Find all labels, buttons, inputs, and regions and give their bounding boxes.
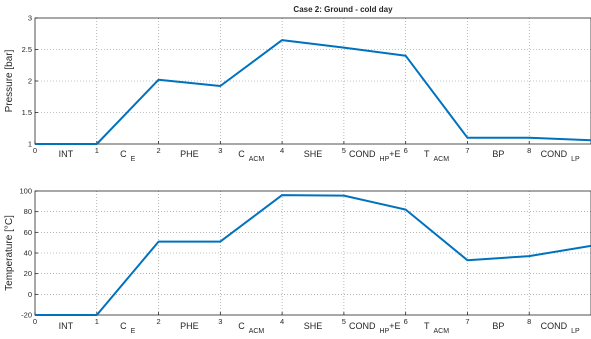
temperature-stage-label: INT	[59, 321, 74, 331]
pressure-stage-label: BP	[492, 149, 504, 159]
temperature-y-tick-label: -20	[21, 311, 32, 320]
temperature-stage-label: CE	[120, 321, 135, 335]
temperature-stage-label: BP	[492, 321, 504, 331]
pressure-y-tick-label: 3	[28, 14, 32, 23]
pressure-axes-frame	[34, 17, 591, 145]
temperature-axes-frame	[34, 190, 591, 316]
temperature-y-axis-label: Temperature [°C]	[4, 215, 15, 291]
pressure-x-tick-label: 1	[95, 146, 99, 155]
pressure-x-tick-label: 8	[527, 146, 531, 155]
pressure-stage-label: CONDHP+E	[349, 149, 401, 163]
pressure-stage-label: INT	[59, 149, 74, 159]
pressure-stage-label: TACM	[424, 149, 449, 163]
pressure-y-axis-label: Pressure [bar]	[4, 49, 15, 112]
pressure-y-tick-label: 2	[28, 77, 32, 86]
temperature-y-tick-label: 100	[19, 187, 32, 196]
pressure-x-tick-label: 7	[465, 146, 469, 155]
pressure-stage-label: PHE	[180, 149, 199, 159]
temperature-x-tick-label: 6	[404, 317, 408, 326]
temperature-y-tick-label: 20	[24, 269, 32, 278]
pressure-x-tick-label: 0	[33, 146, 37, 155]
temperature-x-tick-label: 0	[33, 317, 37, 326]
pressure-stage-label: CACM	[238, 149, 264, 163]
pressure-stage-label: SHE	[304, 149, 323, 159]
temperature-stage-label: TACM	[424, 321, 449, 335]
pressure-x-tick-label: 4	[280, 146, 284, 155]
temperature-y-tick-label: 0	[28, 290, 32, 299]
pressure-chart-title: Case 2: Ground - cold day	[293, 5, 393, 14]
temperature-y-tick-label: 40	[24, 249, 32, 258]
temperature-stage-label: CONDLP	[541, 321, 580, 335]
temperature-y-tick-label: 80	[24, 207, 32, 216]
temperature-x-tick-label: 1	[95, 317, 99, 326]
temperature-stage-label: CACM	[238, 321, 264, 335]
pressure-x-tick-label: 5	[342, 146, 346, 155]
temperature-x-tick-label: 4	[280, 317, 284, 326]
pressure-y-tick-label: 2.5	[22, 45, 32, 54]
temperature-y-tick-label: 60	[24, 228, 32, 237]
pressure-x-tick-label: 3	[218, 146, 222, 155]
pressure-x-tick-label: 6	[404, 146, 408, 155]
temperature-x-tick-label: 7	[465, 317, 469, 326]
pressure-x-tick-label: 2	[156, 146, 160, 155]
temperature-series-line	[35, 194, 591, 316]
pressure-stage-label: CE	[120, 149, 135, 163]
pressure-series-line	[35, 39, 591, 145]
pressure-y-tick-label: 1.5	[22, 108, 32, 117]
temperature-x-tick-label: 8	[527, 317, 531, 326]
temperature-x-tick-label: 2	[156, 317, 160, 326]
temperature-x-tick-label: 3	[218, 317, 222, 326]
temperature-x-tick-label: 5	[342, 317, 346, 326]
pressure-y-tick-label: 1	[28, 140, 32, 149]
pressure-stage-label: CONDLP	[541, 149, 580, 163]
temperature-stage-label: PHE	[180, 321, 199, 331]
temperature-stage-label: SHE	[304, 321, 323, 331]
temperature-stage-label: CONDHP+E	[349, 321, 401, 335]
